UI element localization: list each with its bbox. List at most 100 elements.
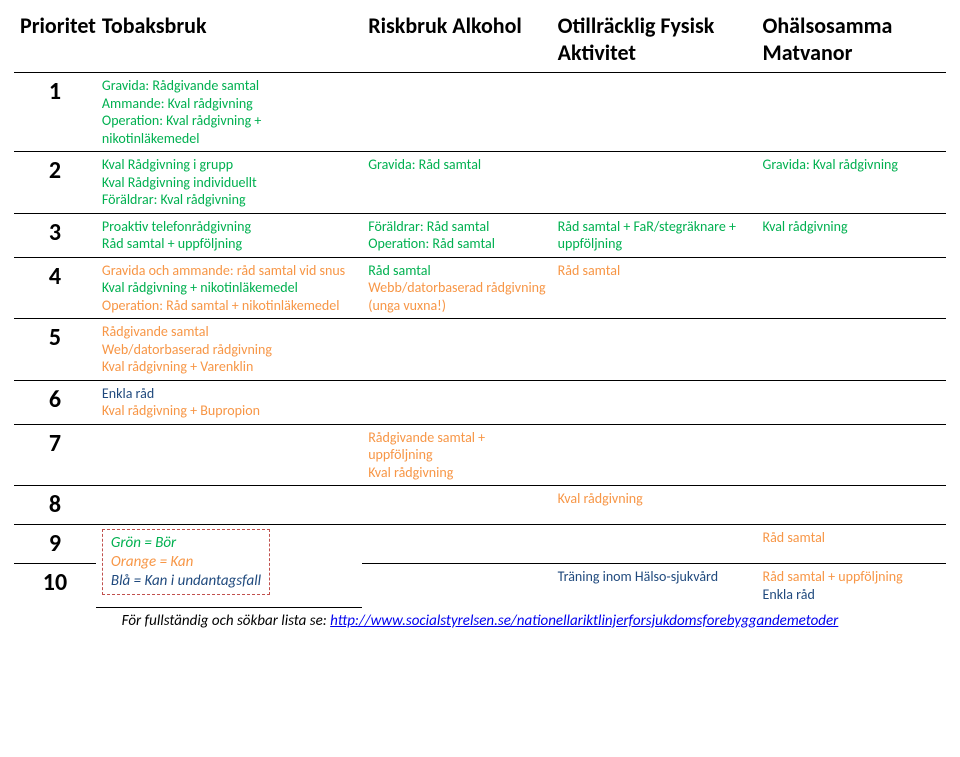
priority-cell: 9 (14, 525, 96, 564)
priority-cell: 7 (14, 424, 96, 486)
header-alkohol: Riskbruk Alkohol (362, 8, 551, 73)
footnote: För fullständig och sökbar lista se: htt… (14, 612, 946, 630)
cell-fysisk (552, 152, 757, 214)
text-line: Föräldrar: Kval rådgivning (102, 191, 356, 209)
header-row: Prioritet Tobaksbruk Riskbruk Alkohol Ot… (14, 8, 946, 73)
cell-fysisk (552, 424, 757, 486)
cell-fysisk: Råd samtal + FaR/stegräknare + uppföljni… (552, 213, 757, 257)
cell-fysisk: Träning inom Hälso-sjukvård (552, 564, 757, 608)
text-line: Kval rådgivning (763, 218, 941, 236)
text-line: Operation: Råd samtal + nikotinläkemedel (102, 297, 356, 315)
text-line: Kval rådgivning + Varenklin (102, 358, 356, 376)
cell-fysisk (552, 319, 757, 381)
cell-tobak: Gravida och ammande: råd samtal vid snus… (96, 257, 362, 319)
text-line: Operation: Kval rådgivning + nikotinläke… (102, 112, 356, 147)
priority-cell: 10 (14, 564, 96, 608)
table-row: 2 Kval Rådgivning i gruppKval Rådgivning… (14, 152, 946, 214)
text-line: Webb/datorbaserad rådgivning (unga vuxna… (368, 279, 545, 314)
text-line: Operation: Råd samtal (368, 235, 545, 253)
cell-alkohol (362, 380, 551, 424)
cell-mat (757, 73, 947, 152)
cell-alkohol: Rådgivande samtal + uppföljningKval rådg… (362, 424, 551, 486)
priority-cell: 1 (14, 73, 96, 152)
cell-tobak: Enkla rådKval rådgivning + Bupropion (96, 380, 362, 424)
text-line: Kval rådgivning (368, 464, 545, 482)
priority-cell: 4 (14, 257, 96, 319)
cell-fysisk: Råd samtal (552, 257, 757, 319)
cell-mat (757, 257, 947, 319)
cell-tobak: Proaktiv telefonrådgivningRåd samtal + u… (96, 213, 362, 257)
cell-mat (757, 424, 947, 486)
cell-alkohol: Gravida: Råd samtal (362, 152, 551, 214)
cell-mat: Gravida: Kval rådgivning (757, 152, 947, 214)
text-line: Kval rådgivning + nikotinläkemedel (102, 279, 356, 297)
cell-alkohol: Råd samtalWebb/datorbaserad rådgivning (… (362, 257, 551, 319)
cell-mat (757, 319, 947, 381)
cell-mat: Kval rådgivning (757, 213, 947, 257)
table-row: 8 Kval rådgivning (14, 486, 946, 525)
text-line: Råd samtal + uppföljning (102, 235, 356, 253)
cell-alkohol (362, 319, 551, 381)
cell-tobak: Grön = Bör Orange = Kan Blå = Kan i unda… (96, 525, 362, 608)
priority-cell: 3 (14, 213, 96, 257)
text-line: Kval Rådgivning individuellt (102, 174, 356, 192)
cell-tobak: Rådgivande samtalWeb/datorbaserad rådgiv… (96, 319, 362, 381)
legend-box: Grön = Bör Orange = Kan Blå = Kan i unda… (102, 529, 270, 595)
table-row: 6 Enkla rådKval rådgivning + Bupropion (14, 380, 946, 424)
footnote-link[interactable]: http://www.socialstyrelsen.se/nationella… (330, 612, 838, 630)
cell-mat: Råd samtal (757, 525, 947, 564)
cell-tobak (96, 424, 362, 486)
priority-table: Prioritet Tobaksbruk Riskbruk Alkohol Ot… (14, 8, 946, 608)
text-line: Web/datorbaserad rådgivning (102, 341, 356, 359)
legend-line: Orange = Kan (111, 553, 261, 572)
cell-mat (757, 380, 947, 424)
table-row: 1 Gravida: Rådgivande samtalAmmande: Kva… (14, 73, 946, 152)
text-line: Gravida: Råd samtal (368, 156, 545, 174)
cell-alkohol (362, 486, 551, 525)
cell-mat (757, 486, 947, 525)
text-line: Råd samtal + uppföljning (763, 568, 941, 586)
cell-fysisk (552, 380, 757, 424)
cell-tobak: Kval Rådgivning i gruppKval Rådgivning i… (96, 152, 362, 214)
text-line: Råd samtal (558, 262, 751, 280)
text-line: Träning inom Hälso-sjukvård (558, 568, 751, 586)
table-row: 7 Rådgivande samtal + uppföljningKval rå… (14, 424, 946, 486)
priority-cell: 5 (14, 319, 96, 381)
table-row: 5 Rådgivande samtalWeb/datorbaserad rådg… (14, 319, 946, 381)
text-line: Råd samtal (368, 262, 545, 280)
cell-fysisk: Kval rådgivning (552, 486, 757, 525)
text-line: Rådgivande samtal (102, 323, 356, 341)
text-line: Ammande: Kval rådgivning (102, 95, 356, 113)
legend-line: Blå = Kan i undantagsfall (111, 572, 261, 591)
header-prioritet: Prioritet (14, 8, 96, 73)
text-line: Kval rådgivning (558, 490, 751, 508)
text-line: Föräldrar: Råd samtal (368, 218, 545, 236)
cell-alkohol (362, 525, 551, 564)
table-row: 4 Gravida och ammande: råd samtal vid sn… (14, 257, 946, 319)
text-line: Gravida och ammande: råd samtal vid snus (102, 262, 356, 280)
cell-fysisk (552, 73, 757, 152)
header-fysisk: Otillräcklig Fysisk Aktivitet (552, 8, 757, 73)
text-line: Råd samtal + FaR/stegräknare + uppföljni… (558, 218, 751, 253)
text-line: Rådgivande samtal + uppföljning (368, 429, 545, 464)
cell-tobak (96, 486, 362, 525)
cell-mat: Råd samtal + uppföljningEnkla råd (757, 564, 947, 608)
cell-alkohol: Föräldrar: Råd samtalOperation: Råd samt… (362, 213, 551, 257)
text-line: Proaktiv telefonrådgivning (102, 218, 356, 236)
header-tobak: Tobaksbruk (96, 8, 362, 73)
table-row: 9 Grön = Bör Orange = Kan Blå = Kan i un… (14, 525, 946, 564)
text-line: Enkla råd (763, 586, 941, 604)
cell-alkohol (362, 564, 551, 608)
table-row: 3 Proaktiv telefonrådgivningRåd samtal +… (14, 213, 946, 257)
footnote-text: För fullständig och sökbar lista se: (122, 612, 330, 630)
text-line: Kval Rådgivning i grupp (102, 156, 356, 174)
text-line: Gravida: Kval rådgivning (763, 156, 941, 174)
priority-cell: 6 (14, 380, 96, 424)
header-mat: Ohälsosamma Matvanor (757, 8, 947, 73)
text-line: Kval rådgivning + Bupropion (102, 402, 356, 420)
priority-cell: 2 (14, 152, 96, 214)
text-line: Gravida: Rådgivande samtal (102, 77, 356, 95)
cell-alkohol (362, 73, 551, 152)
text-line: Enkla råd (102, 385, 356, 403)
cell-fysisk (552, 525, 757, 564)
